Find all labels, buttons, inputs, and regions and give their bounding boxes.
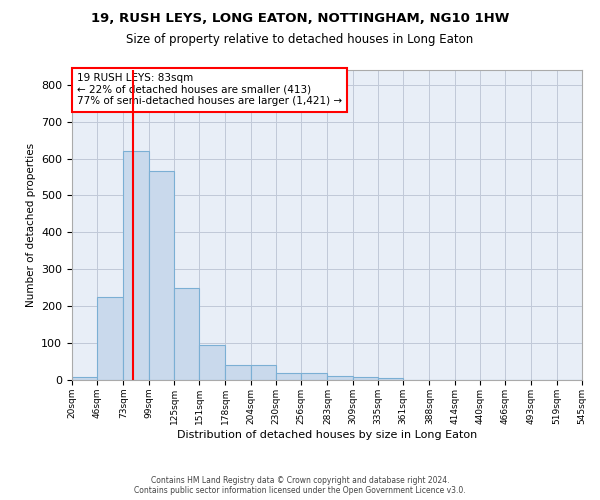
Bar — [251, 364, 276, 380]
Bar — [97, 297, 124, 380]
Bar — [199, 345, 226, 380]
Bar — [226, 364, 251, 380]
Text: 19, RUSH LEYS, LONG EATON, NOTTINGHAM, NG10 1HW: 19, RUSH LEYS, LONG EATON, NOTTINGHAM, N… — [91, 12, 509, 26]
Bar — [301, 374, 328, 380]
Bar — [124, 151, 149, 380]
Bar — [72, 377, 97, 380]
Bar — [174, 288, 199, 380]
Bar — [378, 378, 403, 380]
X-axis label: Distribution of detached houses by size in Long Eaton: Distribution of detached houses by size … — [177, 430, 477, 440]
Bar — [276, 374, 301, 380]
Text: Size of property relative to detached houses in Long Eaton: Size of property relative to detached ho… — [127, 32, 473, 46]
Y-axis label: Number of detached properties: Number of detached properties — [26, 143, 35, 307]
Text: 19 RUSH LEYS: 83sqm
← 22% of detached houses are smaller (413)
77% of semi-detac: 19 RUSH LEYS: 83sqm ← 22% of detached ho… — [77, 73, 342, 106]
Text: Contains HM Land Registry data © Crown copyright and database right 2024.
Contai: Contains HM Land Registry data © Crown c… — [134, 476, 466, 495]
Bar — [149, 172, 174, 380]
Bar — [353, 377, 378, 380]
Bar — [328, 376, 353, 380]
